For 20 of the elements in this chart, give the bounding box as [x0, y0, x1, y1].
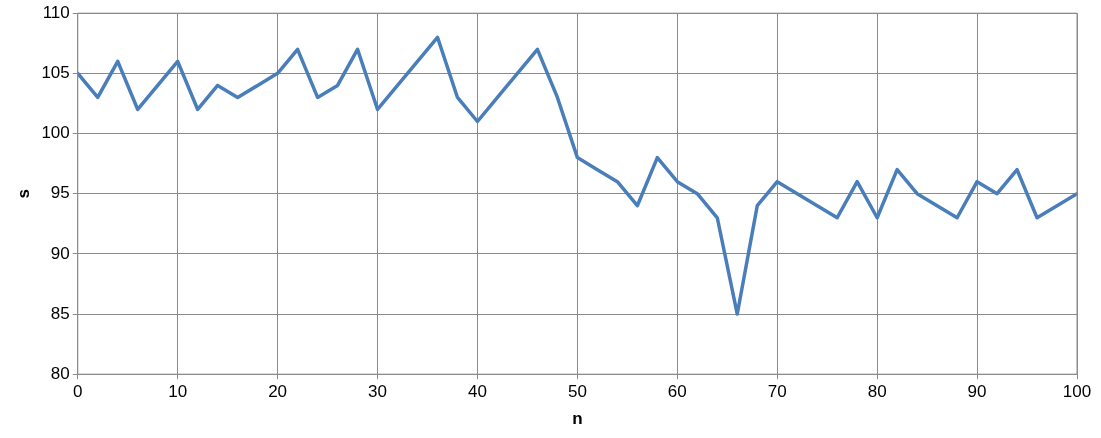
x-tick-label: 70	[767, 382, 787, 402]
y-tick-label: 95	[50, 183, 70, 203]
x-tick-label: 20	[268, 382, 288, 402]
y-tick-label: 90	[50, 243, 70, 263]
x-tick-label: 10	[168, 382, 188, 402]
x-tick-label: 40	[468, 382, 487, 402]
x-tick-label: 80	[867, 382, 887, 402]
x-tick-label: 30	[368, 382, 387, 402]
y-tick-label: 105	[41, 63, 70, 83]
x-axis-title: n	[572, 409, 583, 429]
x-tick-label: 50	[567, 382, 587, 402]
y-tick-label: 80	[50, 363, 70, 383]
x-tick-label: 0	[73, 382, 83, 402]
x-tick-label: 60	[667, 382, 687, 402]
y-tick-label: 85	[50, 303, 70, 323]
x-tick-label: 90	[967, 382, 987, 402]
y-tick-label: 110	[42, 2, 70, 22]
y-tick-label: 100	[41, 123, 70, 143]
y-axis-title: s	[13, 188, 33, 199]
x-tick-label: 100	[1062, 382, 1092, 402]
